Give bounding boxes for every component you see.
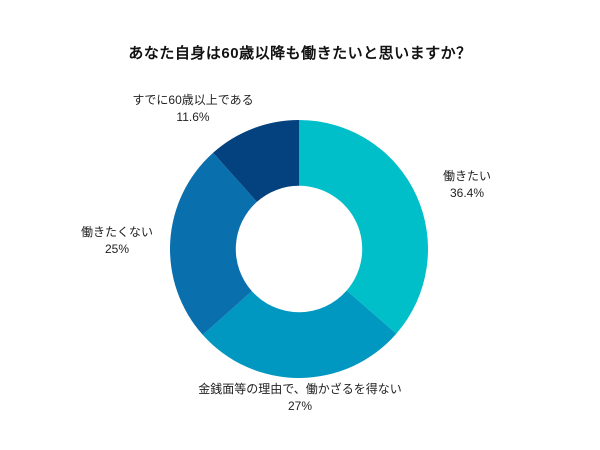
slice-label-want-to-work: 働きたい 36.4% [397, 168, 537, 202]
donut-slice-0 [299, 120, 429, 334]
slice-label-text: 働きたくない [80, 225, 153, 239]
slice-label-financial-reasons: 金銭面等の理由で、働かざるを得ない 27% [140, 381, 460, 415]
chart-title: あなた自身は60歳以降も働きたいと思いますか？ [128, 45, 472, 62]
donut-slice-2 [170, 152, 257, 335]
slice-label-text: 金銭面等の理由で、働かざるを得ない [198, 382, 402, 396]
donut-slice-3 [213, 120, 299, 202]
slice-label-value: 25% [104, 242, 130, 256]
donut-slice-1 [202, 290, 397, 378]
donut-chart [170, 120, 429, 378]
slice-label-value: 36.4% [449, 186, 485, 200]
slice-label-value: 11.6% [176, 110, 210, 124]
slice-label-text: 働きたい [442, 169, 491, 183]
slice-label-already-over-60: すでに60歳以上である 11.6% [93, 92, 293, 126]
slice-label-value: 27% [287, 399, 313, 413]
slice-label-text: すでに60歳以上である [132, 93, 254, 107]
slice-label-dont-want-to-work: 働きたくない 25% [27, 224, 207, 258]
